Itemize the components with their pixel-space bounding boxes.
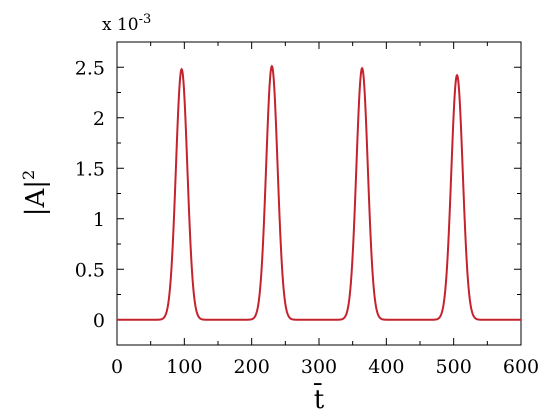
x-ticks: 0 100 200 300 400 500 600 [111,42,539,378]
series-line [117,64,521,321]
y-scale-factor: x 10-3 [102,12,151,35]
y-tick-label: 1.5 [75,158,105,180]
y-tick-label: 2 [93,108,105,130]
x-tick-label: 300 [301,356,337,378]
x-tick-label: 600 [503,356,539,378]
y-tick-label: 0.5 [75,259,105,281]
x-axis-label: t̄ [313,382,325,415]
y-axis-label-sup: 2 [19,170,38,180]
y-scale-base: x 10 [102,15,139,35]
x-tick-label: 400 [368,356,404,378]
x-tick-label: 0 [111,356,123,378]
y-scale-exp: -3 [139,12,152,27]
y-tick-label: 1 [93,209,105,231]
y-tick-label: 0 [93,310,105,332]
y-axis-label-main: |A| [21,180,51,216]
y-tick-label: 2.5 [75,57,105,79]
x-tick-label: 200 [234,356,270,378]
y-ticks: 0 0.5 1 1.5 2 2.5 [75,57,521,332]
x-tick-label: 500 [436,356,472,378]
x-tick-label: 100 [166,356,202,378]
plot-frame [116,41,522,346]
y-axis-label: |A|2 [19,170,51,216]
